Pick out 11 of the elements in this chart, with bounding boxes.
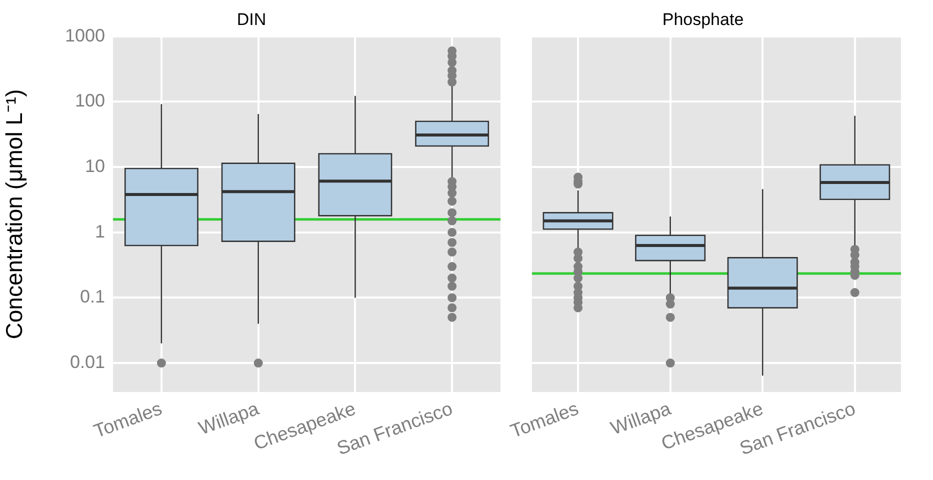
y-tick-label: 1 [94,221,105,242]
y-tick-label: 100 [74,90,105,111]
x-tick-label: Tomales [508,398,582,443]
y-tick-label: 0.1 [80,286,105,307]
y-tick-label: 0.01 [70,352,105,372]
chart-title: DIN [236,10,266,29]
y-tick-label: 1000 [64,25,105,46]
y-tick-label: 10 [84,156,105,176]
chart-title: Phosphate [662,10,744,29]
y-axis-title: Concentration (μmol L⁻¹) [1,89,28,340]
x-tick-label: Tomales [91,398,165,443]
